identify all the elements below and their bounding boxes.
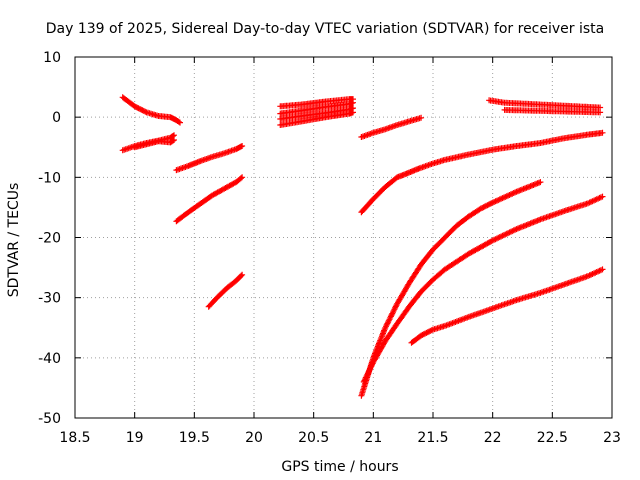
series-markers [358,129,606,216]
series-arc15 [358,179,544,399]
x-tick-label: 23 [603,430,621,446]
series-arc9 [277,105,356,122]
series-markers [486,97,604,111]
series-markers [277,99,356,117]
data-points [119,94,606,399]
series-arc14 [358,129,606,216]
y-axis-title: SDTVAR / TECUs [6,183,22,298]
series-markers [173,174,246,225]
y-tick-label: 10 [43,50,61,66]
y-tick-label: -50 [38,411,61,427]
series-markers [119,94,183,126]
x-axis-title: GPS time / hours [281,459,398,475]
series-arc13 [501,106,604,116]
series-arc16 [360,193,606,385]
series-arc3 [131,137,177,151]
series-arc10 [277,109,356,128]
series-arc5 [173,174,246,225]
series-markers [358,114,425,140]
y-tick-label: -30 [38,291,61,307]
series-markers [173,143,246,174]
x-tick-label: 19 [126,430,144,446]
series-markers [277,109,356,128]
series-arc8 [277,99,356,117]
x-tick-label: 22 [484,430,502,446]
y-tick-label: -20 [38,231,61,247]
x-tick-label: 20 [245,430,263,446]
series-markers [131,137,177,151]
grid [75,57,612,418]
y-tick-labels: 10 0 -10 -20 -30 -40 -50 [38,50,61,427]
x-tick-label: 19.5 [179,430,210,446]
x-tick-label: 20.5 [298,430,329,446]
series-markers [501,106,604,116]
chart-title: Day 139 of 2025, Sidereal Day-to-day VTE… [46,21,604,37]
series-markers [205,271,246,310]
y-tick-label: -40 [38,351,61,367]
series-markers [277,105,356,122]
x-tick-label: 18.5 [59,430,90,446]
series-arc11 [358,114,425,140]
series-arc1 [119,94,183,126]
x-tick-labels: 18.5 19 19.5 20 20.5 21 21.5 22 22.5 23 [59,430,621,446]
y-tick-label: -10 [38,170,61,186]
series-arc6 [205,271,246,310]
x-tick-label: 22.5 [537,430,568,446]
series-arc7 [277,96,356,110]
series-arc4 [173,143,246,174]
series-markers [408,266,606,346]
x-tick-label: 21 [364,430,382,446]
axis-ticks [74,56,613,419]
series-markers [277,96,356,110]
series-arc17 [408,266,606,346]
series-markers [360,193,606,385]
y-tick-label: 0 [52,110,61,126]
series-markers [358,179,544,399]
x-tick-label: 21.5 [417,430,448,446]
series-arc12 [486,97,604,111]
